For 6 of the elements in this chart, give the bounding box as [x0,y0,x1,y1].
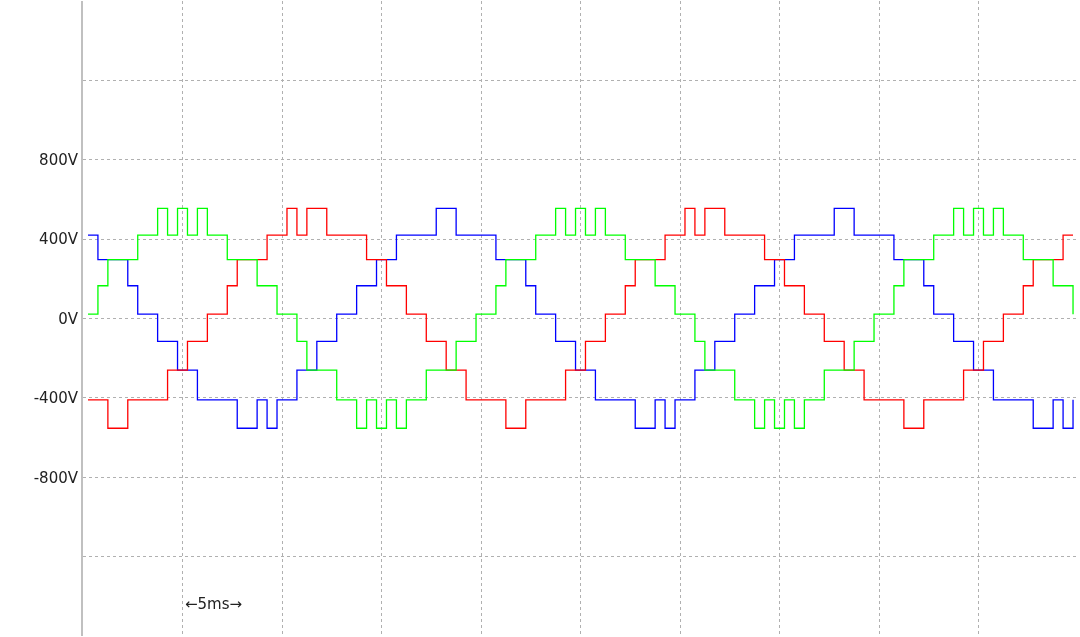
annotation: ←5ms→ [185,595,243,613]
y-tick-label: 800V [39,151,79,169]
y-tick-label: -800V [33,468,79,487]
y-tick-label: 400V [39,230,79,249]
y-tick-label: 0V [58,309,79,328]
y-tick-label: -400V [33,389,79,408]
